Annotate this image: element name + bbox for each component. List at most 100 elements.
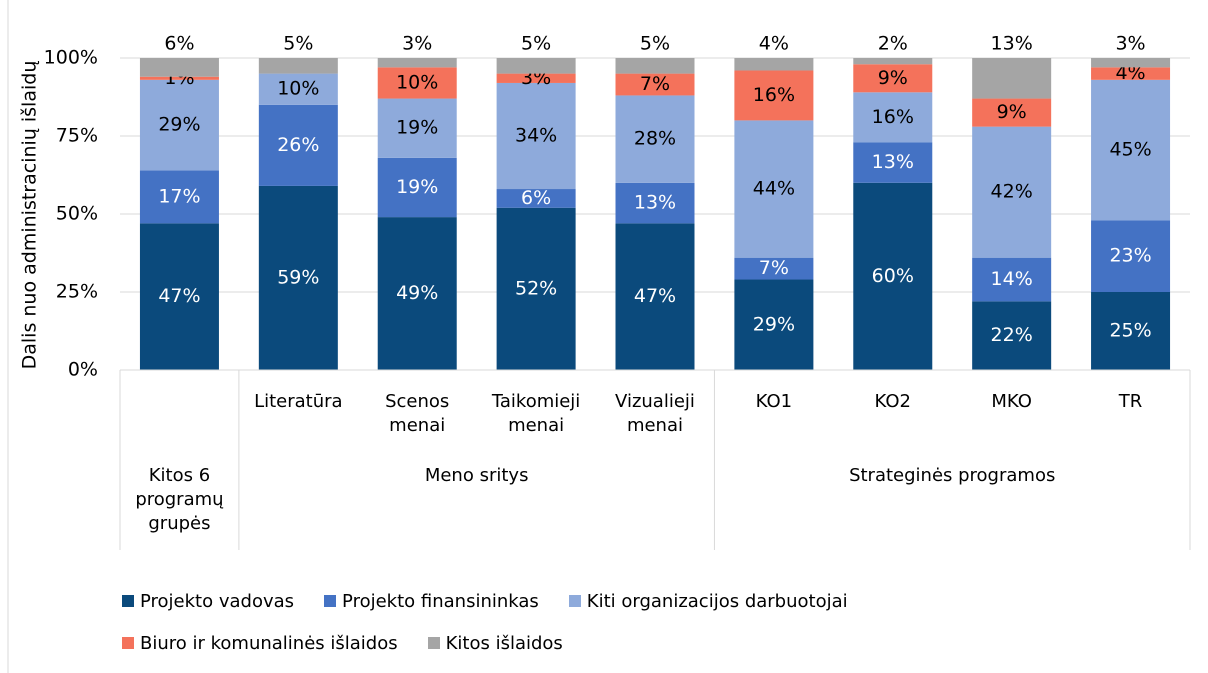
data-label: 3% <box>1115 33 1145 55</box>
data-label: 19% <box>396 176 438 198</box>
y-axis-title: Dalis nuo administracinių išlaidų <box>19 61 41 370</box>
data-label: 3% <box>402 33 432 55</box>
group-label: Meno sritys <box>424 465 529 486</box>
bar-segment <box>139 58 219 77</box>
bar-segment <box>496 73 576 83</box>
legend-swatch <box>324 595 337 607</box>
data-label: 6% <box>164 33 194 55</box>
data-label: 28% <box>634 128 676 150</box>
legend-label: Kiti organizacijos darbuotojai <box>586 590 848 612</box>
data-label: 2% <box>878 33 908 55</box>
data-label: 49% <box>396 282 438 304</box>
data-label: 25% <box>1109 320 1151 342</box>
data-label: 14% <box>991 268 1033 290</box>
x-tick-label: Taikomieji menai <box>491 391 581 436</box>
data-label: 9% <box>997 101 1027 123</box>
group-label: Kitos 6 programų grupės <box>135 465 224 534</box>
bar-segment <box>1091 292 1171 370</box>
data-label: 13% <box>634 192 676 214</box>
data-label: 19% <box>396 117 438 139</box>
x-tick-label: KO1 <box>755 391 793 412</box>
legend-label: Biuro ir komunalinės išlaidos <box>140 632 398 654</box>
x-tick-label: TR <box>1118 391 1143 412</box>
legend-item: Kiti organizacijos darbuotojai <box>568 588 848 614</box>
bar-segment <box>853 92 933 143</box>
bar-segment <box>496 207 576 370</box>
bar-segment <box>377 98 457 158</box>
group-label: Strateginės programos <box>849 465 1056 486</box>
bar-segment <box>615 73 695 96</box>
data-label: 47% <box>158 285 200 307</box>
data-label: 13% <box>872 151 914 173</box>
bar-segment <box>734 58 814 71</box>
bar-segment <box>972 301 1052 370</box>
data-label: 5% <box>521 33 551 55</box>
legend-swatch <box>122 637 134 649</box>
bar-segment <box>972 126 1052 258</box>
bar-segment <box>258 185 338 370</box>
data-label: 42% <box>991 181 1033 203</box>
bar-segment <box>853 58 933 65</box>
legend-item: Biuro ir komunalinės išlaidos <box>122 630 398 656</box>
bar-segment <box>377 157 457 218</box>
data-label: 59% <box>277 266 319 288</box>
data-label: 7% <box>640 73 670 95</box>
x-tick-label: Vizualieji menai <box>615 391 695 436</box>
data-label: 5% <box>640 33 670 55</box>
bar-segment <box>377 217 457 370</box>
bar-segment <box>734 120 814 258</box>
bar-segment <box>615 58 695 74</box>
bar-segment <box>734 70 814 121</box>
x-tick-label: KO2 <box>874 391 911 412</box>
bar-segment <box>853 182 933 370</box>
bar-segment <box>853 64 933 93</box>
bar-segment <box>258 104 338 186</box>
bar-segment <box>972 58 1052 99</box>
legend-swatch <box>568 595 581 607</box>
x-tick-label: Scenos menai <box>385 391 450 436</box>
bar-segment <box>1091 67 1171 80</box>
bar-segment <box>139 223 219 370</box>
bar-segment <box>139 76 219 80</box>
bar-segment <box>496 189 576 208</box>
x-tick-label: Literatūra <box>254 391 343 412</box>
legend-label: Projekto finansininkas <box>342 590 539 612</box>
data-label: 60% <box>872 265 914 287</box>
y-tick-label: 0% <box>68 359 98 381</box>
bar-segment <box>258 73 338 105</box>
data-label: 16% <box>753 84 795 106</box>
legend-label: Kitos išlaidos <box>445 632 563 654</box>
data-label: 34% <box>515 125 557 147</box>
data-label: 4% <box>1115 62 1145 84</box>
data-label: 45% <box>1109 139 1151 161</box>
bar-segment <box>734 257 814 280</box>
data-label: 4% <box>759 33 789 55</box>
bar-segment <box>496 58 576 74</box>
data-label: 16% <box>872 106 914 128</box>
data-label: 6% <box>521 187 551 209</box>
bar-segment <box>972 257 1052 302</box>
bar-segment <box>139 170 219 224</box>
data-label: 17% <box>158 185 200 207</box>
bar-segment <box>377 67 457 99</box>
bar-segment <box>1091 58 1171 68</box>
data-label: 29% <box>158 114 200 136</box>
data-label: 52% <box>515 277 557 299</box>
legend-swatch <box>427 637 440 649</box>
data-label: 47% <box>634 285 676 307</box>
bar-segment <box>615 182 695 224</box>
data-label: 44% <box>753 178 795 200</box>
x-tick-label: MKO <box>991 391 1032 412</box>
y-tick-label: 50% <box>56 203 98 225</box>
bar-segment <box>496 82 576 190</box>
bar-segment <box>972 98 1052 127</box>
bar-segment <box>1091 79 1171 221</box>
bar-segment <box>853 142 933 183</box>
data-label: 22% <box>991 324 1033 346</box>
data-label: 5% <box>283 33 313 55</box>
bar-segment <box>377 58 457 68</box>
data-label: 10% <box>396 71 438 93</box>
y-tick-label: 75% <box>56 125 98 147</box>
legend: Projekto vadovas Projekto finansininkas Ki… <box>122 588 1132 672</box>
